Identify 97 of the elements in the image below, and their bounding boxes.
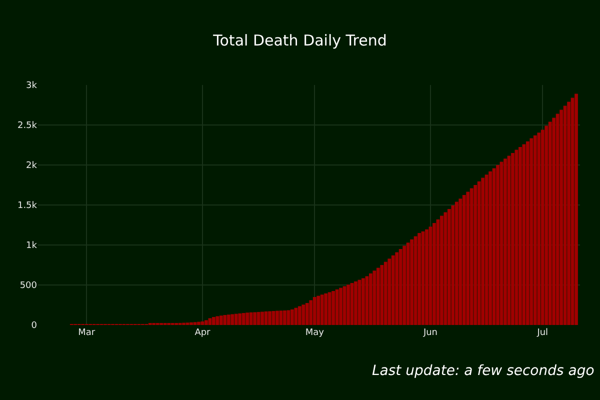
bar bbox=[328, 292, 332, 325]
bar bbox=[320, 294, 324, 325]
bar bbox=[294, 308, 298, 325]
bar bbox=[458, 198, 462, 325]
bar bbox=[466, 192, 470, 325]
bar bbox=[246, 312, 250, 325]
bar bbox=[432, 223, 436, 325]
bar bbox=[560, 110, 563, 325]
bar bbox=[462, 195, 466, 325]
bar bbox=[488, 171, 492, 325]
bar bbox=[208, 318, 212, 325]
chart-title: Total Death Daily Trend bbox=[212, 31, 387, 50]
x-tick-label: Mar bbox=[78, 328, 96, 338]
bar bbox=[574, 94, 578, 325]
bar bbox=[230, 314, 234, 325]
y-tick-label: 0 bbox=[31, 321, 38, 332]
bar bbox=[440, 216, 444, 325]
bar bbox=[223, 315, 227, 325]
bar bbox=[365, 276, 369, 325]
bar bbox=[425, 229, 428, 325]
bar bbox=[391, 255, 395, 325]
bar bbox=[372, 270, 376, 325]
bar bbox=[511, 153, 514, 325]
bar bbox=[190, 322, 193, 325]
x-tick-label: Apr bbox=[194, 328, 211, 338]
bar bbox=[212, 317, 216, 325]
bar bbox=[283, 310, 286, 325]
y-tick-label: 3k bbox=[26, 81, 38, 92]
bar bbox=[418, 233, 421, 325]
bar bbox=[552, 118, 556, 325]
bar bbox=[398, 249, 402, 325]
bar bbox=[414, 236, 418, 325]
bar bbox=[447, 209, 451, 325]
bar bbox=[260, 312, 264, 325]
bar bbox=[496, 165, 500, 325]
bar bbox=[526, 141, 530, 325]
bar bbox=[286, 310, 290, 325]
y-tick-label: 1.5k bbox=[17, 201, 38, 212]
bar bbox=[276, 310, 279, 325]
bar bbox=[567, 102, 570, 325]
bar bbox=[354, 281, 358, 325]
bar bbox=[234, 314, 238, 325]
bar bbox=[342, 286, 346, 325]
bar bbox=[548, 122, 552, 325]
bar bbox=[302, 304, 306, 325]
bar bbox=[533, 135, 537, 325]
bar bbox=[395, 252, 399, 325]
bar bbox=[279, 310, 283, 325]
bar bbox=[410, 239, 414, 325]
bar bbox=[544, 126, 548, 325]
bar bbox=[380, 265, 384, 325]
bar bbox=[388, 258, 392, 325]
bar bbox=[242, 313, 246, 325]
bar bbox=[474, 185, 478, 325]
y-tick-label: 500 bbox=[20, 281, 38, 292]
bar bbox=[368, 273, 372, 325]
x-tick-label: Jun bbox=[422, 328, 438, 338]
bar bbox=[454, 202, 458, 325]
bar bbox=[504, 158, 507, 325]
bar bbox=[362, 278, 365, 325]
bar bbox=[290, 309, 294, 325]
bar bbox=[540, 130, 544, 325]
bar bbox=[477, 181, 481, 325]
x-tick-label: May bbox=[305, 328, 325, 338]
bar bbox=[402, 246, 406, 325]
text: Last update: a few seconds ago bbox=[372, 363, 594, 379]
bar bbox=[298, 306, 302, 325]
bar bbox=[238, 313, 242, 325]
bar bbox=[204, 320, 208, 325]
bar bbox=[339, 288, 342, 325]
bar bbox=[537, 132, 541, 325]
bar bbox=[470, 188, 474, 325]
bar bbox=[332, 291, 335, 325]
x-tick-label: Jul bbox=[536, 328, 548, 338]
bar bbox=[316, 296, 320, 325]
bar bbox=[193, 322, 197, 325]
bar bbox=[216, 316, 220, 325]
bar bbox=[530, 138, 534, 325]
bar bbox=[309, 300, 313, 325]
bar bbox=[268, 311, 272, 325]
y-tick-label: 2k bbox=[26, 161, 38, 172]
bar bbox=[253, 312, 256, 325]
bar bbox=[556, 114, 560, 325]
y-tick-label: 1k bbox=[26, 241, 38, 252]
bar bbox=[305, 303, 309, 325]
bar bbox=[324, 293, 328, 325]
bar bbox=[376, 268, 380, 325]
bar bbox=[518, 147, 522, 325]
bar bbox=[346, 284, 350, 325]
bar bbox=[451, 205, 455, 325]
bar bbox=[197, 322, 200, 325]
bar bbox=[226, 314, 230, 325]
bar bbox=[481, 178, 484, 325]
bar bbox=[312, 297, 316, 325]
bar bbox=[219, 316, 223, 325]
bar bbox=[384, 262, 388, 325]
y-tick-label: 2.5k bbox=[17, 121, 38, 132]
